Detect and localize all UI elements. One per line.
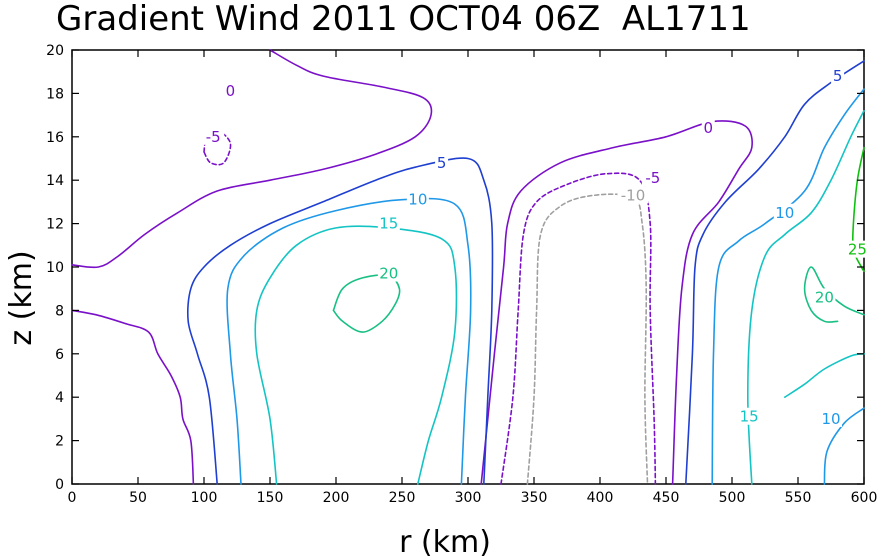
contour-label: 20 (815, 288, 834, 306)
contour-label-bg (773, 203, 796, 221)
x-tick-label: 150 (257, 490, 284, 506)
contour-label: 0 (703, 119, 713, 137)
contour-label-bg (641, 169, 664, 187)
y-tick-label: 12 (46, 217, 64, 233)
y-tick-label: 16 (46, 130, 64, 146)
contour-line-15 (747, 110, 865, 485)
x-axis-ticks: 0 50 100 150 200 250 300 350 400 450 500 550 600 (68, 50, 878, 506)
contour-label: -10 (621, 186, 646, 204)
contour-line-25 (851, 146, 865, 273)
y-tick-label: 14 (46, 173, 64, 189)
contour-line-0 (71, 49, 433, 269)
x-tick-label: 0 (68, 490, 77, 506)
contour-line-20 (803, 266, 865, 323)
contour-label-bg (701, 119, 715, 137)
contour-label: 15 (379, 215, 398, 233)
contour-label: 15 (740, 408, 759, 426)
contour-label: 5 (833, 67, 843, 85)
contour-label-bg (223, 82, 237, 100)
contour-line-15 (254, 225, 458, 485)
contour-line-15 (784, 353, 865, 398)
contour-label-bg (202, 127, 225, 145)
contour-label-bg (820, 409, 842, 427)
y-tick-label: 2 (55, 434, 64, 450)
contour-line-0 (71, 309, 195, 485)
x-tick-label: 550 (785, 490, 812, 506)
contour-line-5 (685, 60, 865, 485)
contour-label-bg (846, 240, 869, 258)
contour-line--10 (526, 193, 649, 485)
x-tick-label: 450 (653, 490, 680, 506)
contour-label: -5 (645, 169, 660, 187)
contour-line--5 (500, 172, 657, 485)
contour-line-10 (823, 407, 865, 485)
contour-line-5 (186, 157, 494, 485)
contour-line-10 (226, 197, 472, 485)
contour-label: 5 (437, 154, 447, 172)
y-tick-label: 6 (55, 347, 64, 363)
contour-label-bg (813, 288, 836, 306)
contour-line-10 (711, 88, 865, 485)
x-tick-label: 100 (191, 490, 218, 506)
x-axis-label: r (km) (399, 525, 491, 559)
y-tick-label: 18 (46, 86, 64, 102)
contour-label-bg (738, 407, 761, 425)
x-tick-label: 350 (521, 490, 548, 506)
contour-label: 10 (408, 191, 427, 209)
chart-title: Gradient Wind 2011 OCT04 06Z AL1711 (56, 0, 751, 39)
contour-label-bg (406, 190, 429, 208)
y-tick-label: 10 (46, 260, 64, 276)
contour-lines (71, 49, 865, 485)
x-tick-label: 500 (719, 490, 746, 506)
x-tick-label: 300 (455, 490, 482, 506)
contour-label: 0 (226, 82, 236, 100)
contour-label-bg (377, 214, 400, 232)
contour-label: 25 (848, 241, 867, 259)
x-tick-label: 400 (587, 490, 614, 506)
contour-label-bg (435, 153, 449, 171)
y-tick-label: 20 (46, 43, 64, 59)
contour-label-bg (617, 186, 649, 204)
y-tick-label: 0 (55, 477, 64, 493)
contour-label-bg (831, 67, 845, 85)
contour-label: -5 (206, 128, 221, 146)
x-tick-label: 600 (851, 490, 878, 506)
x-tick-label: 250 (389, 490, 416, 506)
y-axis-label: z (km) (4, 250, 39, 345)
y-tick-label: 8 (55, 303, 64, 319)
contour-line-20 (332, 274, 401, 333)
contour-label: 10 (775, 204, 794, 222)
contour-line-0 (480, 120, 753, 485)
x-tick-label: 200 (323, 490, 350, 506)
contour-label-bg (377, 264, 400, 282)
contour-label: 10 (821, 410, 840, 428)
y-tick-label: 4 (55, 390, 64, 406)
contour-label: 20 (379, 265, 398, 283)
y-axis-ticks: 0 2 4 6 8 10 12 14 16 18 20 (46, 43, 864, 493)
x-tick-label: 50 (129, 490, 147, 506)
